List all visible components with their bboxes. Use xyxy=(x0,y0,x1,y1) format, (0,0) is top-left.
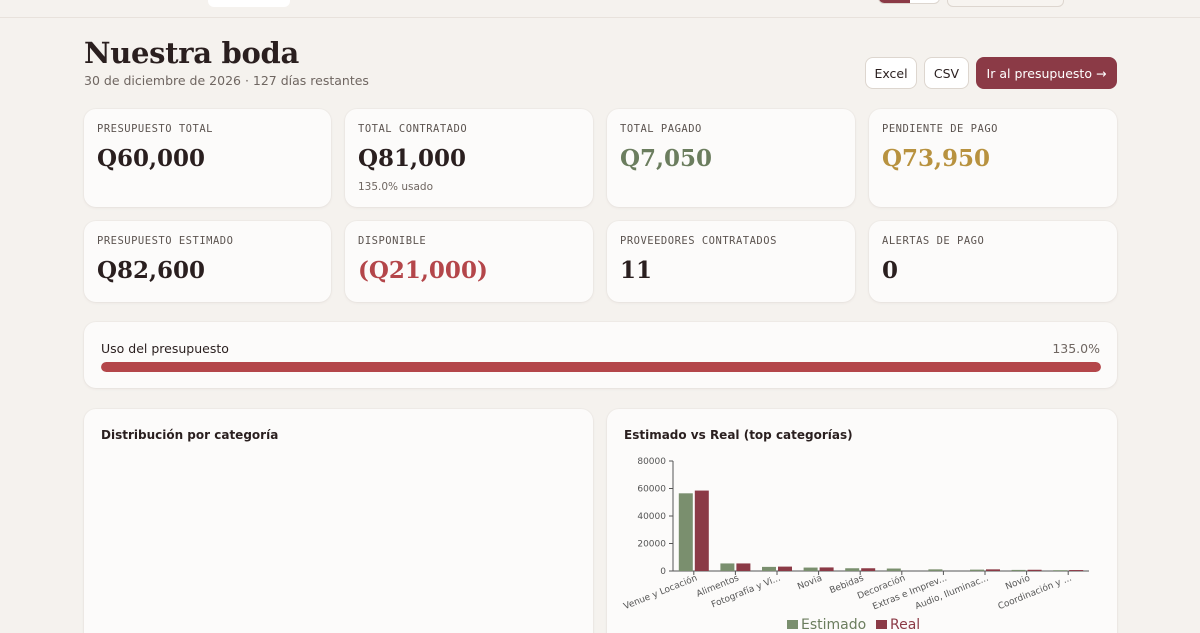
nav-toggle[interactable] xyxy=(878,0,940,4)
bar-estimado xyxy=(886,568,901,571)
y-tick-label: 40000 xyxy=(637,512,666,522)
bar-real xyxy=(694,490,709,571)
stat-label: DISPONIBLE xyxy=(358,235,427,247)
stat-value: Q82,600 xyxy=(97,257,206,284)
bar-estimado xyxy=(845,568,860,571)
stat-label: PENDIENTE DE PAGO xyxy=(882,123,998,135)
stat-value: Q60,000 xyxy=(97,145,206,172)
stat-note: 135.0% usado xyxy=(358,181,434,193)
distribution-title: Distribución por categoría xyxy=(101,428,279,442)
stat-value: 0 xyxy=(882,257,899,284)
bar-estimado xyxy=(1053,570,1068,571)
x-tick-label: Venue y Locación xyxy=(622,573,699,613)
stat-value: (Q21,000) xyxy=(358,257,488,284)
bar-real xyxy=(1027,569,1042,571)
bar-real xyxy=(736,563,751,571)
stat-value: 11 xyxy=(620,257,653,284)
bar-estimado xyxy=(762,566,776,571)
page-title: Nuestra boda xyxy=(84,36,300,70)
x-tick-label: Audio, Iluminac... xyxy=(914,574,990,613)
bar-estimado xyxy=(678,493,693,571)
bar-estimado xyxy=(970,569,984,571)
legend-label-real: Real xyxy=(890,617,920,633)
bar-real xyxy=(986,569,1000,571)
stat-label: PROVEEDORES CONTRATADOS xyxy=(620,235,777,247)
bar-estimado xyxy=(928,569,943,571)
stat-label: PRESUPUESTO TOTAL xyxy=(97,123,213,135)
stat-label: TOTAL PAGADO xyxy=(620,123,702,135)
stat-value: Q81,000 xyxy=(358,145,467,172)
nav-select[interactable] xyxy=(947,0,1064,7)
y-tick-label: 0 xyxy=(660,567,666,577)
estimated-vs-real-panel: Estimado vs Real (top categorías) 0 20000… xyxy=(607,409,1117,633)
y-tick-label: 60000 xyxy=(637,485,666,495)
stat-card-vendors-contracted: PROVEEDORES CONTRATADOS 11 xyxy=(607,221,855,302)
legend-swatch-real xyxy=(876,620,887,629)
export-csv-button[interactable]: CSV xyxy=(924,57,969,89)
nav-tab-active[interactable] xyxy=(208,0,290,7)
legend-swatch-estimado xyxy=(787,620,798,629)
y-tick-label: 20000 xyxy=(637,540,666,550)
budget-usage-label: Uso del presupuesto xyxy=(101,341,229,356)
x-tick-label: Novia xyxy=(796,574,823,593)
stat-card-total-budget: PRESUPUESTO TOTAL Q60,000 xyxy=(84,109,331,207)
legend-label-estimado: Estimado xyxy=(801,617,866,633)
stat-card-pending-payment: PENDIENTE DE PAGO Q73,950 xyxy=(869,109,1117,207)
stat-label: ALERTAS DE PAGO xyxy=(882,235,985,247)
stat-card-total-contracted: TOTAL CONTRATADO Q81,000 135.0% usado xyxy=(345,109,593,207)
stat-card-total-paid: TOTAL PAGADO Q7,050 xyxy=(607,109,855,207)
stat-label: PRESUPUESTO ESTIMADO xyxy=(97,235,234,247)
go-to-budget-button[interactable]: Ir al presupuesto → xyxy=(976,57,1117,89)
export-excel-button[interactable]: Excel xyxy=(865,57,917,89)
bar-real xyxy=(1069,570,1084,571)
stat-value: Q73,950 xyxy=(882,145,991,172)
stat-value: Q7,050 xyxy=(620,145,713,172)
bar-real xyxy=(819,567,834,571)
page-subtitle: 30 de diciembre de 2026 · 127 días resta… xyxy=(84,73,369,88)
bar-estimado xyxy=(720,563,735,571)
stat-card-estimated-budget: PRESUPUESTO ESTIMADO Q82,600 xyxy=(84,221,331,302)
budget-usage-card: Uso del presupuesto 135.0% xyxy=(84,322,1117,388)
top-nav-bar xyxy=(0,0,1200,18)
stat-label: TOTAL CONTRATADO xyxy=(358,123,468,135)
bar-real xyxy=(861,568,876,571)
chart-title: Estimado vs Real (top categorías) xyxy=(624,428,853,442)
budget-usage-percent: 135.0% xyxy=(1052,341,1100,356)
stat-card-available: DISPONIBLE (Q21,000) xyxy=(345,221,593,302)
bar-estimado xyxy=(1011,569,1026,571)
distribution-panel: Distribución por categoría xyxy=(84,409,593,633)
bar-real xyxy=(778,566,792,571)
y-tick-label: 80000 xyxy=(637,457,666,467)
stat-card-payment-alerts: ALERTAS DE PAGO 0 xyxy=(869,221,1117,302)
budget-usage-fill xyxy=(101,362,1101,372)
budget-usage-track xyxy=(101,362,1101,372)
bar-estimado xyxy=(803,567,818,571)
